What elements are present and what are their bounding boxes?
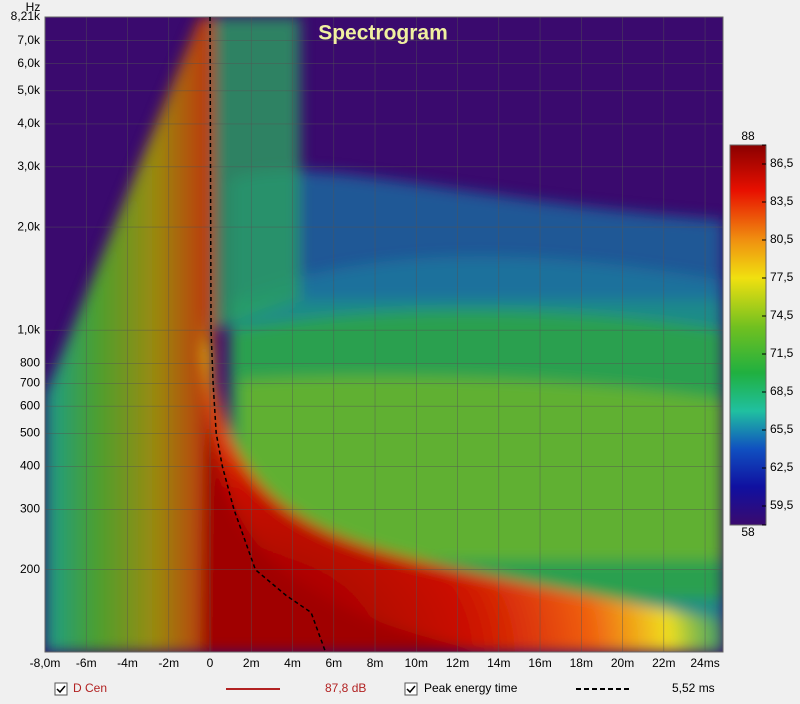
x-tick-label: 10m [405,656,428,670]
colorbar-label: 59,5 [770,498,794,512]
colorbar-label: 71,5 [770,346,794,360]
y-unit: Hz [26,0,41,14]
colorbar-label: 58 [741,525,755,539]
y-tick-label: 7,0k [17,33,41,47]
y-tick-label: 5,0k [17,83,41,97]
y-tick-label: 600 [20,398,40,412]
x-tick-label: 22m [652,656,675,670]
y-tick-label: 1,0k [17,322,41,336]
y-tick-label: 700 [20,375,40,389]
y-tick-label: 400 [20,459,40,473]
x-tick-label: -4m [117,656,138,670]
legend: D Cen 87,8 dB Peak energy time 5,52 ms [54,681,715,696]
x-tick-label: 2m [243,656,260,670]
x-tick-label: -8,0m [30,656,61,670]
x-tick-label: 8m [367,656,384,670]
x-tick-label: -6m [76,656,97,670]
legend-label: Peak energy time [424,681,518,695]
x-tick-label: 18m [570,656,593,670]
colorbar-label: 65,5 [770,422,794,436]
colorbar-label: 68,5 [770,384,794,398]
x-tick-label: 24ms [690,656,719,670]
spectrogram-image [45,17,723,652]
legend-value: 87,8 dB [325,681,366,695]
plot-frame [44,16,724,653]
y-tick-label: 300 [20,502,40,516]
y-tick-label: 500 [20,426,40,440]
x-tick-label: 12m [446,656,469,670]
colorbar-label: 77,5 [770,270,794,284]
colorbar-label: 74,5 [770,308,794,322]
x-tick-label: 6m [325,656,342,670]
colorbar-label: 80,5 [770,232,794,246]
x-tick-label: 0 [207,656,214,670]
x-tick-label: 16m [528,656,551,670]
y-tick-label: 4,0k [17,116,41,130]
checkbox[interactable] [54,682,68,696]
peak-energy-line [209,16,327,653]
x-tick-label: 14m [487,656,510,670]
y-tick-label: 6,0k [17,56,41,70]
colorbar-label: 86,5 [770,156,794,170]
colorbar-label: 88 [741,129,755,143]
y-tick-label: 3,0k [17,159,41,173]
y-tick-label: 8,21k [11,9,41,23]
y-tick-label: 800 [20,356,40,370]
y-tick-label: 200 [20,562,40,576]
colorbar-label: 83,5 [770,194,794,208]
x-tick-label: 4m [284,656,301,670]
legend-value: 5,52 ms [672,681,715,695]
checkbox[interactable] [404,682,418,696]
chart-title: Spectrogram [318,22,448,45]
x-tick-label: -2m [158,656,179,670]
colorbar [729,144,767,526]
legend-label: D Cen [73,681,107,695]
x-tick-label: 20m [611,656,634,670]
colorbar-label: 62,5 [770,460,794,474]
y-tick-label: 2,0k [17,219,41,233]
